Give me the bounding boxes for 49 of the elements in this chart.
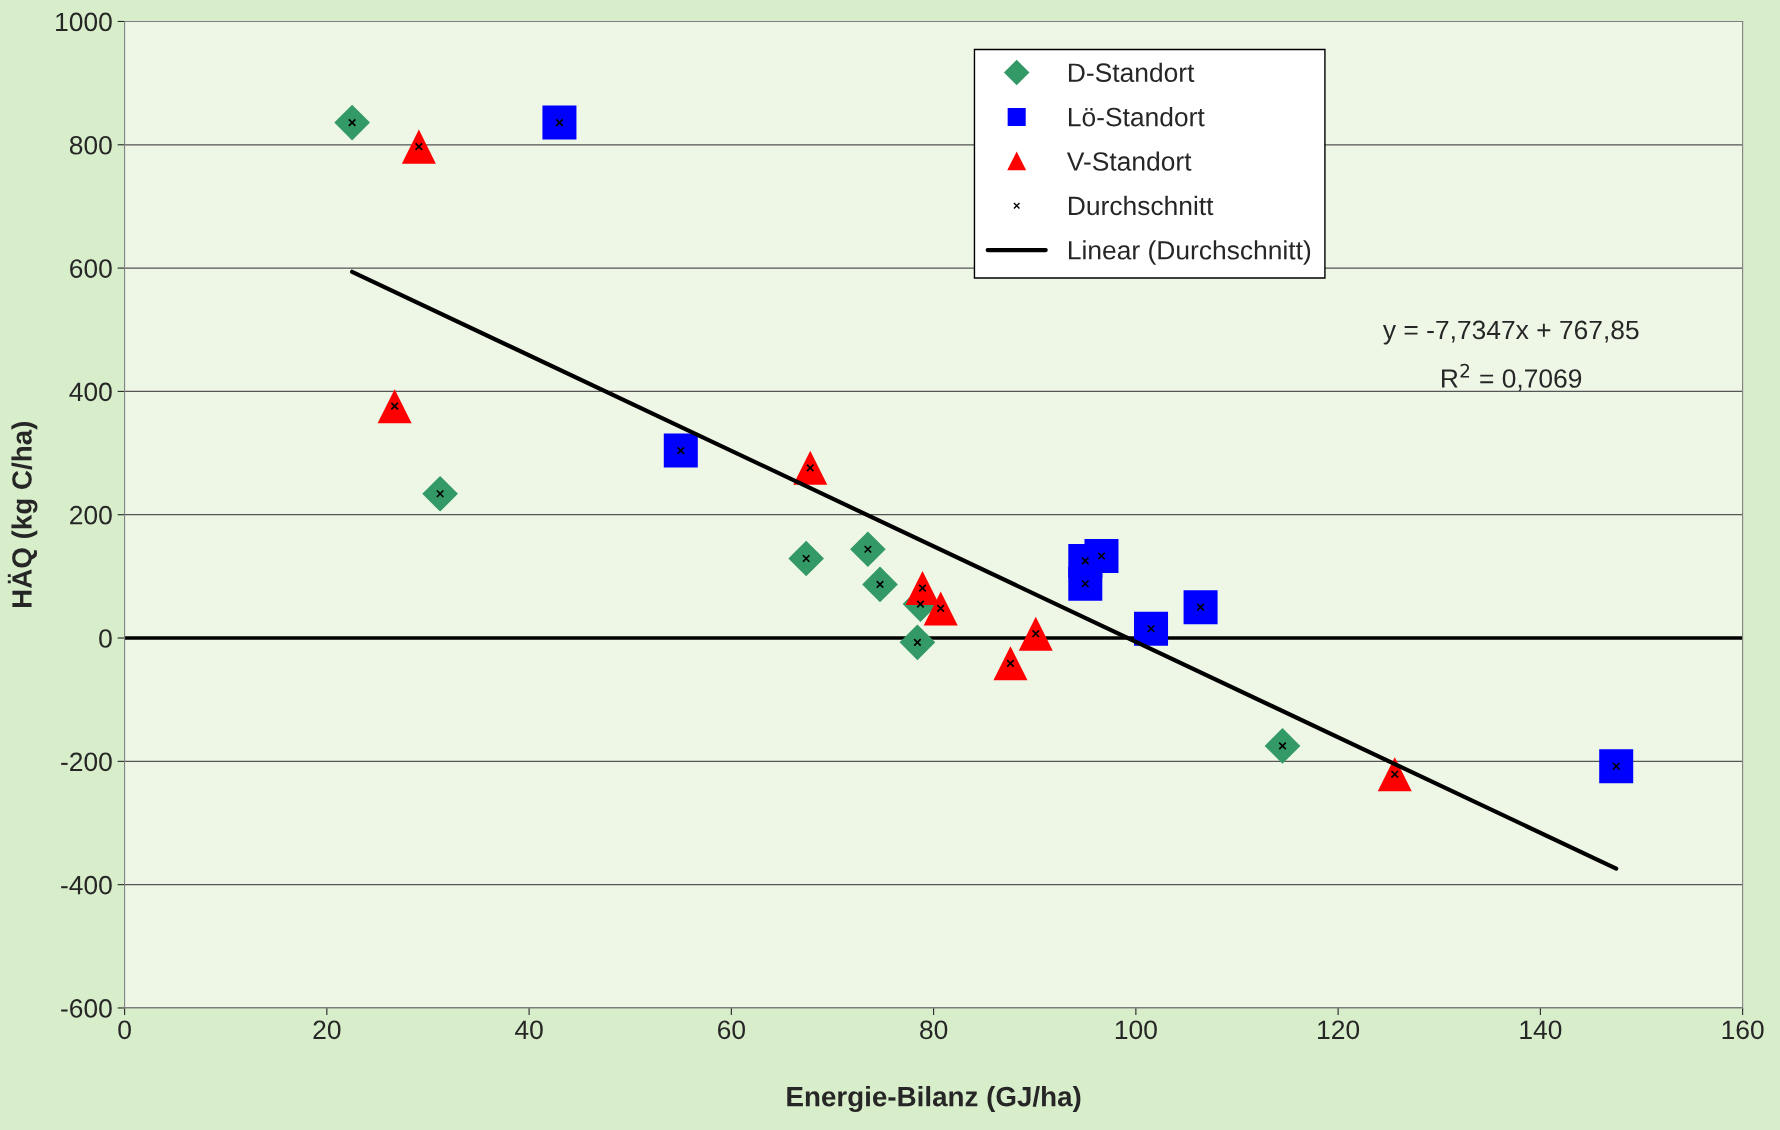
x-tick-label: 20 [313, 1020, 341, 1040]
x-tick-label: 100 [1115, 1020, 1157, 1040]
legend-label: V-Standort [1066, 151, 1192, 171]
point [377, 389, 412, 424]
x-axis-title: Energie-Bilanz (GJ/ha) [787, 1086, 1081, 1113]
annotation: y = -7,7347x + 767,85 [1382, 320, 1639, 345]
x-tick-label: 140 [1520, 1020, 1562, 1040]
y-tick-label: 400 [69, 382, 112, 402]
y-tick-label: 600 [70, 259, 112, 278]
y-axis-title: HÄQ (kg C/ha) [7, 421, 38, 607]
point [993, 646, 1028, 681]
y-tick-label: 200 [70, 505, 112, 525]
point [1084, 539, 1119, 574]
x-tick-label: 120 [1318, 1020, 1360, 1040]
point [1134, 611, 1169, 646]
point [1018, 616, 1053, 651]
point [802, 554, 811, 563]
point [542, 105, 577, 140]
legend-label: Durchschnitt [1068, 195, 1214, 216]
x-tick-label: 40 [515, 1020, 543, 1040]
point [899, 624, 936, 661]
point [663, 433, 698, 468]
point [788, 540, 825, 577]
y-tick-label: -400 [61, 875, 112, 895]
y-tick-label: -200 [61, 752, 112, 772]
point [905, 571, 940, 606]
annotation: R$^{2}$ = 0,7069 [1442, 363, 1582, 391]
x-tick-label: 60 [718, 1020, 745, 1040]
point [923, 591, 958, 626]
point [334, 104, 370, 141]
y-tick-label: 1000 [56, 12, 112, 32]
x-tick-label: 160 [1722, 1020, 1764, 1040]
x-tick-label: 0 [118, 1020, 131, 1040]
point [862, 566, 898, 603]
point [1599, 749, 1634, 784]
y-tick-label: 800 [69, 135, 112, 155]
x-tick-label: 80 [920, 1020, 948, 1040]
point [348, 118, 357, 127]
point [850, 531, 886, 568]
legend-label: D-Standort [1068, 62, 1195, 83]
y-tick-label: -600 [61, 999, 112, 1018]
point [422, 475, 458, 512]
legend-label: Lö-Standort [1068, 107, 1205, 127]
point [1264, 728, 1301, 764]
point [401, 129, 436, 164]
point [1183, 590, 1218, 625]
point [913, 638, 922, 647]
y-tick-label: 0 [99, 629, 112, 648]
legend-label: Linear (Durchschnitt) [1068, 240, 1311, 265]
